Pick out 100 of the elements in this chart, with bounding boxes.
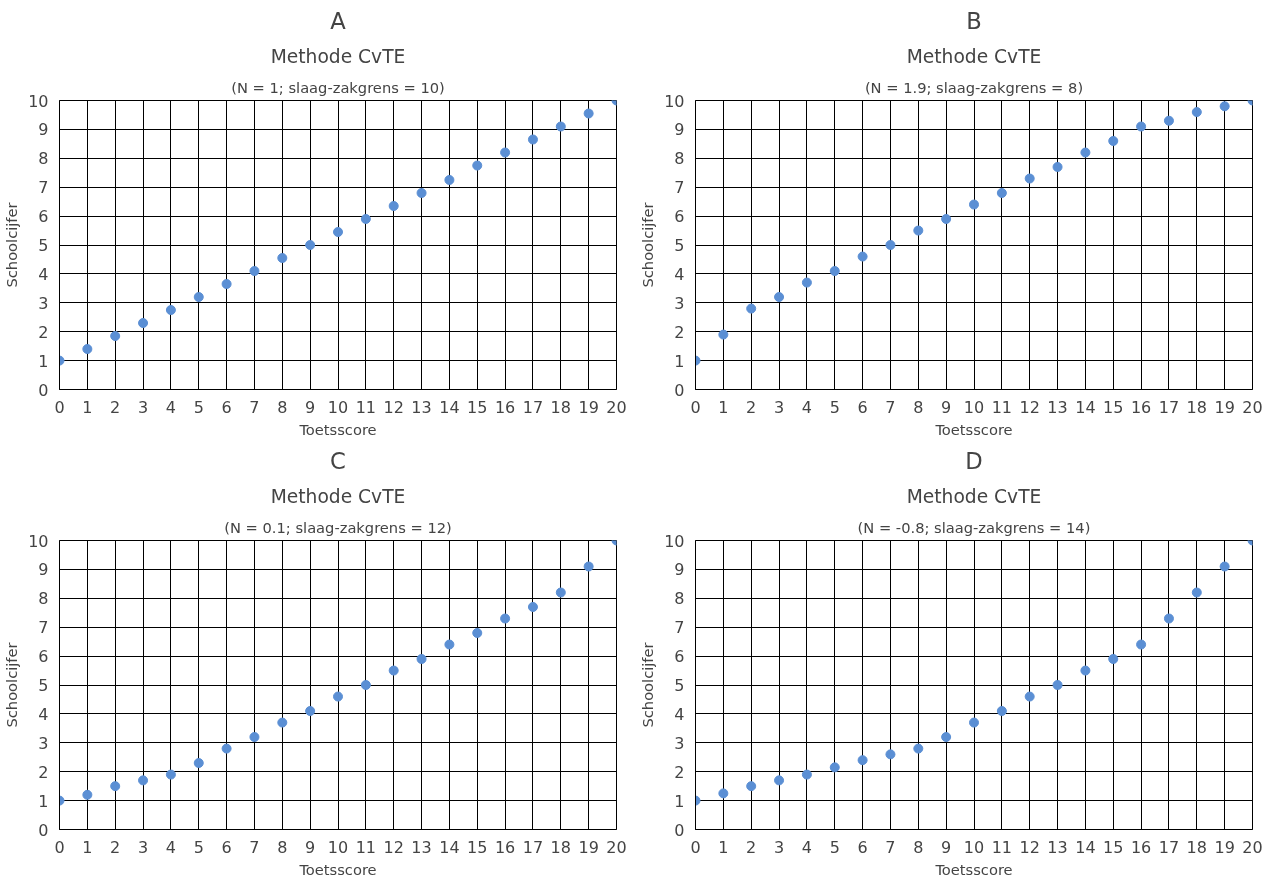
y-tick-label: 1: [674, 351, 685, 371]
y-tick-label: 10: [28, 91, 49, 111]
y-tick-label: 3: [674, 733, 685, 753]
x-tick-label: 3: [773, 397, 785, 417]
y-tick-label: 2: [38, 322, 49, 342]
y-tick-label: 0: [674, 380, 685, 400]
y-tick-label: 7: [674, 618, 685, 638]
y-tick-label: 1: [38, 351, 49, 371]
x-axis-title: Toetsscore: [934, 860, 1013, 878]
x-tick-label: 2: [110, 397, 121, 417]
x-tick-label: 7: [885, 397, 896, 417]
x-tick-label: 11: [355, 837, 377, 857]
x-tick-label: 15: [1103, 397, 1124, 417]
x-tick-label: 0: [54, 837, 65, 857]
x-tick-label: 0: [690, 837, 701, 857]
y-tick-label: 7: [38, 618, 49, 638]
y-tick-label: 5: [674, 676, 685, 695]
x-tick-label: 20: [1242, 397, 1263, 417]
y-tick-label: 9: [38, 560, 49, 580]
x-tick-label: 9: [305, 397, 316, 417]
x-tick-label: 3: [773, 837, 785, 857]
y-tick-label: 4: [674, 264, 685, 284]
text: (N = -0.8; slaag-zakgrens = 14): [857, 518, 1091, 536]
x-tick-label: 6: [857, 837, 868, 857]
x-tick-label: 11: [991, 397, 1013, 417]
x-tick-label: 15: [467, 397, 488, 417]
y-tick-label: 4: [38, 704, 49, 724]
x-tick-label: 9: [941, 837, 952, 857]
x-tick-label: 10: [963, 837, 985, 857]
y-tick-label: 9: [674, 120, 685, 140]
x-tick-label: 12: [1019, 397, 1040, 417]
y-tick-label: 1: [38, 791, 49, 811]
x-tick-label: 20: [606, 837, 627, 857]
x-axis-title: Toetsscore: [934, 420, 1013, 438]
y-tick-label: 6: [674, 647, 685, 667]
y-tick-label: 0: [38, 820, 49, 840]
x-tick-label: 6: [857, 397, 868, 417]
x-tick-label: 1: [82, 397, 93, 417]
x-tick-label: 5: [829, 837, 840, 857]
x-tick-label: 10: [327, 397, 349, 417]
x-tick-label: 13: [411, 837, 432, 857]
x-tick-label: 14: [439, 397, 460, 417]
chart-subtitle: Methode CvTE: [906, 485, 1042, 507]
y-tick-label: 7: [674, 178, 685, 198]
y-axis-title: Schoolcijfer: [639, 641, 657, 728]
y-tick-label: 5: [674, 236, 685, 255]
y-tick-label: 3: [674, 293, 685, 313]
x-tick-label: 15: [1103, 837, 1124, 857]
text: (N = 1.9; slaag-zakgrens = 8): [864, 78, 1084, 96]
x-tick-label: 3: [137, 397, 149, 417]
y-tick-label: 9: [674, 560, 685, 580]
y-tick-label: 2: [674, 322, 685, 342]
text: (N = 1; slaag-zakgrens = 10): [231, 78, 445, 96]
y-tick-label: 0: [674, 820, 685, 840]
x-tick-label: 18: [550, 837, 571, 857]
x-tick-label: 6: [221, 837, 232, 857]
x-tick-label: 5: [193, 837, 204, 857]
chart-title: C: [330, 447, 346, 474]
x-tick-label: 14: [439, 837, 460, 857]
x-tick-label: 8: [277, 397, 288, 417]
x-tick-label: 11: [355, 397, 377, 417]
y-tick-label: 3: [38, 733, 49, 753]
text: (N = 0.1; slaag-zakgrens = 12): [224, 518, 452, 536]
x-tick-label: 12: [383, 837, 404, 857]
chart-title: B: [966, 7, 982, 34]
y-tick-label: 6: [674, 207, 685, 227]
chart-subtitle: Methode CvTE: [270, 45, 406, 67]
x-tick-label: 0: [54, 397, 65, 417]
y-tick-label: 10: [28, 531, 49, 551]
x-tick-label: 4: [165, 397, 176, 417]
x-tick-label: 19: [1214, 397, 1235, 417]
y-tick-label: 0: [38, 380, 49, 400]
x-tick-label: 20: [1242, 837, 1263, 857]
x-tick-label: 5: [829, 397, 840, 417]
y-tick-label: 7: [38, 178, 49, 198]
x-tick-label: 4: [801, 837, 812, 857]
y-tick-label: 4: [38, 264, 49, 284]
y-tick-label: 5: [38, 236, 49, 255]
x-tick-label: 8: [913, 837, 924, 857]
x-tick-label: 7: [249, 397, 260, 417]
x-tick-label: 14: [1075, 397, 1096, 417]
x-tick-label: 2: [110, 837, 121, 857]
chart-subtitle: Methode CvTE: [270, 485, 406, 507]
x-tick-label: 19: [578, 837, 599, 857]
x-tick-label: 6: [221, 397, 232, 417]
y-tick-label: 6: [38, 647, 49, 667]
y-tick-label: 6: [38, 207, 49, 227]
x-axis-title: Toetsscore: [298, 860, 377, 878]
y-tick-label: 8: [38, 149, 49, 169]
y-tick-label: 8: [674, 589, 685, 609]
chart-title: A: [330, 7, 347, 34]
x-tick-label: 17: [522, 397, 544, 417]
y-tick-label: 4: [674, 704, 685, 724]
x-tick-label: 2: [746, 397, 757, 417]
chart-subtitle: Methode CvTE: [906, 45, 1042, 67]
x-tick-label: 2: [746, 837, 757, 857]
x-tick-label: 18: [1186, 397, 1207, 417]
x-tick-label: 16: [1130, 397, 1152, 417]
y-axis-title: Schoolcijfer: [3, 201, 21, 288]
x-tick-label: 12: [383, 397, 404, 417]
